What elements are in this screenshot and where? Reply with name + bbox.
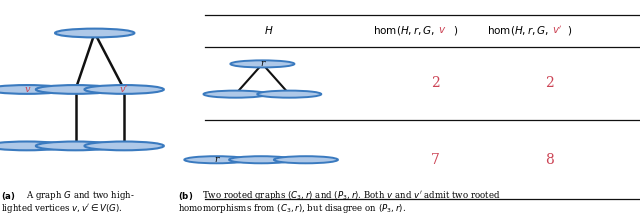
Text: r: r [260, 59, 264, 68]
Ellipse shape [84, 85, 164, 94]
Text: r: r [214, 155, 218, 164]
Text: $\mathrm{hom}(H,r,G,$: $\mathrm{hom}(H,r,G,$ [373, 24, 435, 37]
Ellipse shape [257, 91, 321, 98]
Text: $)$: $)$ [567, 24, 572, 37]
Text: A graph $G$ and two high-: A graph $G$ and two high- [26, 189, 134, 202]
Ellipse shape [184, 156, 248, 163]
Ellipse shape [229, 156, 293, 163]
Text: Two rooted graphs $(C_3, r)$ and $(P_3, r)$. Both $v$ and $v'$ admit two rooted: Two rooted graphs $(C_3, r)$ and $(P_3, … [202, 189, 501, 202]
Ellipse shape [84, 141, 164, 150]
Text: homomorphisms from $(C_3, r)$, but disagree on $(P_3, r)$.: homomorphisms from $(C_3, r)$, but disag… [178, 202, 406, 213]
Text: v’: v’ [120, 85, 129, 94]
Text: $)$: $)$ [453, 24, 458, 37]
Text: lighted vertices $v, v' \in V(G)$.: lighted vertices $v, v' \in V(G)$. [1, 202, 124, 213]
Ellipse shape [36, 85, 115, 94]
Text: $\mathbf{(b)}$: $\mathbf{(b)}$ [178, 190, 193, 202]
Text: $\mathrm{hom}(H,r,G,$: $\mathrm{hom}(H,r,G,$ [487, 24, 549, 37]
Text: 8: 8 [545, 153, 554, 167]
Ellipse shape [274, 156, 338, 163]
Ellipse shape [230, 60, 294, 68]
Text: $v'$: $v'$ [552, 24, 563, 36]
Text: $v$: $v$ [438, 25, 447, 35]
Ellipse shape [204, 91, 268, 98]
Ellipse shape [55, 29, 134, 37]
Ellipse shape [0, 85, 67, 94]
Text: v: v [24, 85, 29, 94]
Ellipse shape [36, 141, 115, 150]
Text: 2: 2 [431, 76, 440, 91]
Text: 2: 2 [545, 76, 554, 91]
Text: 7: 7 [431, 153, 440, 167]
Text: $H$: $H$ [264, 24, 273, 36]
Text: $\mathbf{(a)}$: $\mathbf{(a)}$ [1, 190, 16, 202]
Ellipse shape [0, 141, 67, 150]
